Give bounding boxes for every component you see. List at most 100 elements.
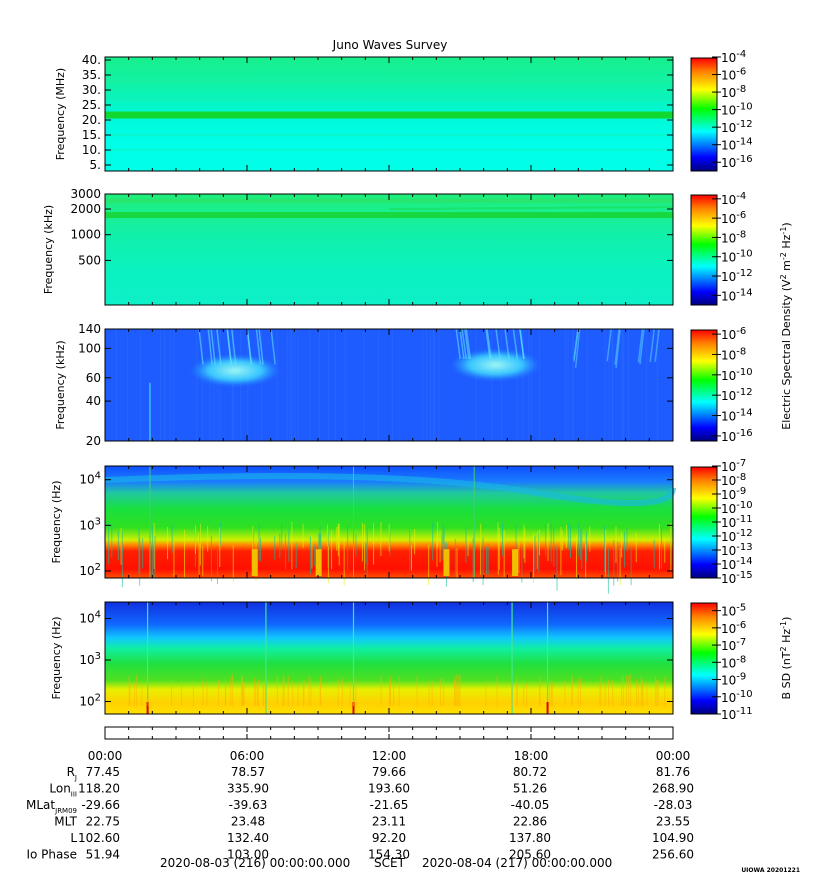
ephem-value: -39.63 xyxy=(229,798,268,812)
emission-streak xyxy=(574,328,581,368)
colorbar-tick-label: 10-15 xyxy=(721,570,753,586)
y-tick-label: 40. xyxy=(82,53,101,67)
emission-streak xyxy=(270,328,276,365)
ephem-value: 23.55 xyxy=(656,815,690,829)
colorbar-label-electric: Electric Spectral Density (V2 m-2 Hz-1) xyxy=(779,222,794,429)
emission-streak xyxy=(504,328,510,360)
colorbar-tick-label: 10-11 xyxy=(721,706,753,722)
ephem-value: 104.90 xyxy=(652,831,694,845)
ephem-value: 335.90 xyxy=(227,782,269,796)
colorbar-gradient xyxy=(690,194,718,306)
colorbar-tick-label: 10-8 xyxy=(721,654,746,670)
ephem-value: 81.76 xyxy=(656,765,690,779)
y-tick-label: 20 xyxy=(86,434,101,448)
emission-streak xyxy=(461,328,467,360)
colorbar-2: 10-4 10-6 10-8 10-10 10-12 10-14 xyxy=(690,191,753,306)
y-tick-label: 103 xyxy=(79,651,101,667)
emission-streak xyxy=(207,328,213,365)
chart-title: Juno Waves Survey xyxy=(332,38,448,52)
ephem-value: 78.57 xyxy=(231,765,265,779)
emission-streak xyxy=(614,328,620,365)
y-tick-label: 104 xyxy=(79,610,101,626)
ephem-value: 23.48 xyxy=(231,815,265,829)
y-tick-label: 100 xyxy=(78,341,101,355)
colorbar-tick-label: 10-12 xyxy=(721,119,753,135)
ephem-value: 51.94 xyxy=(86,848,120,862)
time-end: 2020-08-04 (217) 00:00:00.000 xyxy=(422,856,612,870)
colorbar-tick-label: 10-6 xyxy=(721,620,746,636)
gap-4 xyxy=(512,549,519,576)
y-tick-label: 15. xyxy=(82,128,101,142)
ephem-value: 205.60 xyxy=(509,848,551,862)
colorbar-tick-label: 10-10 xyxy=(721,367,753,383)
colorbar-gradient xyxy=(690,602,718,715)
y-axis-label: Frequency (kHz) xyxy=(54,340,67,429)
ephem-label: MLT xyxy=(54,815,77,829)
colorbar-tick-label: 10-14 xyxy=(721,556,753,572)
ephem-label: Io Phase xyxy=(26,848,77,862)
colorbar-tick-label: 10-12 xyxy=(721,387,753,403)
time-tick-label: 18:00 xyxy=(514,749,549,763)
ephem-value: -40.05 xyxy=(511,798,550,812)
spectrogram-2 xyxy=(105,194,673,305)
colorbar-tick-label: 10-10 xyxy=(721,689,753,705)
drift-line xyxy=(388,206,674,211)
y-tick-label: 5. xyxy=(90,158,101,172)
panel-4: 104 103 102 Frequency (Hz) 10-710-810-910-10… xyxy=(50,458,753,594)
emission-streak xyxy=(637,328,644,363)
y-tick-label: 60 xyxy=(86,371,101,385)
ephem-value: 154.30 xyxy=(368,848,410,862)
colorbar-tick-label: 10-14 xyxy=(721,137,753,153)
ephem-label: L xyxy=(70,831,77,845)
emission-streak xyxy=(246,328,252,365)
y-tick-label: 102 xyxy=(79,562,101,578)
ephem-value: 22.86 xyxy=(513,815,547,829)
emission-streak xyxy=(226,328,233,365)
ephem-value: 51.26 xyxy=(513,782,547,796)
ephem-value: 268.90 xyxy=(652,782,694,796)
colorbar-tick-label: 10-16 xyxy=(721,154,753,170)
emission-streak xyxy=(455,328,461,360)
y-tick-label: 500 xyxy=(78,253,101,267)
colorbar-tick-label: 10-4 xyxy=(721,49,746,65)
ephem-label: MLatJRM09 xyxy=(26,798,77,815)
ephem-value: 102.60 xyxy=(78,831,120,845)
impulse-spot xyxy=(546,702,549,714)
y-tick-label: 30. xyxy=(82,83,101,97)
y-tick-label: 1000 xyxy=(70,228,101,242)
ephem-label: LonIII xyxy=(49,782,77,799)
colorbar-tick-label: 10-12 xyxy=(721,528,753,544)
ephem-value: -21.65 xyxy=(370,798,409,812)
y-tick-label: 3000 xyxy=(70,187,101,201)
ephem-value: 79.66 xyxy=(372,765,406,779)
ephem-value: 132.40 xyxy=(227,831,269,845)
ephem-value: 80.72 xyxy=(513,765,547,779)
y-tick-label: 10. xyxy=(82,143,101,157)
time-scet-label: SCET xyxy=(374,856,406,870)
ephem-value: 118.20 xyxy=(78,782,120,796)
y-tick-label: 40 xyxy=(86,394,101,408)
band-2500khz xyxy=(105,198,673,203)
y-tick-label: 2000 xyxy=(70,202,101,216)
emission-streak xyxy=(216,328,222,365)
colorbar-tick-label: 10-12 xyxy=(721,268,753,284)
emission-streak xyxy=(231,328,237,365)
emission-streak xyxy=(486,328,492,360)
y-tick-label: 25. xyxy=(82,98,101,112)
colorbar-tick-label: 10-6 xyxy=(721,326,746,342)
colorbar-gradient xyxy=(690,329,718,442)
emission-streak xyxy=(519,328,525,360)
colorbar-tick-label: 10-16 xyxy=(721,428,753,444)
ephem-value: 256.60 xyxy=(652,848,694,862)
panel-1: 5.10.15.20.25.30.35.40. Frequency (MHz) 10… xyxy=(54,49,753,172)
ephem-value: 103.00 xyxy=(227,848,269,862)
y-axis-label: Frequency (Hz) xyxy=(50,617,63,700)
impulse-spot xyxy=(146,702,149,714)
time-tick-label: 06:00 xyxy=(230,749,265,763)
emission-streak xyxy=(495,328,501,360)
spectrogram-4 xyxy=(105,466,673,578)
emission-streak xyxy=(464,328,470,360)
